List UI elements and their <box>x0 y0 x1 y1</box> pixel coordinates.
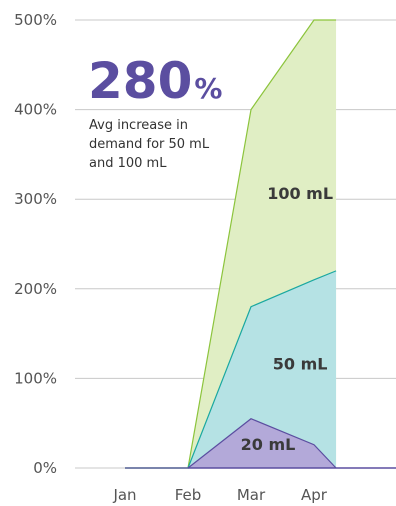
x-axis: Jan Feb Mar Apr <box>112 486 327 504</box>
stat-value: 280 <box>88 52 192 110</box>
series-labels: 20 mL 50 mL 100 mL <box>241 184 333 454</box>
x-tick-label: Jan <box>112 486 136 504</box>
stat-annotation: 280% Avg increase in demand for 50 mL an… <box>88 52 222 171</box>
svg-text:280%: 280% <box>88 52 222 110</box>
series-label-50-ml: 50 mL <box>273 354 328 373</box>
area-50-ml <box>125 270 337 468</box>
stat-caption-line-2: demand for 50 mL <box>89 137 210 152</box>
series-label-100-ml: 100 mL <box>267 184 333 203</box>
y-tick-label: 500% <box>14 11 57 29</box>
stat-unit: % <box>194 72 222 105</box>
series-label-20-ml: 20 mL <box>241 435 296 454</box>
y-tick-label: 100% <box>14 369 57 387</box>
y-tick-label: 300% <box>14 190 57 208</box>
area-series <box>125 19 396 469</box>
x-tick-label: Mar <box>237 486 266 504</box>
x-tick-label: Apr <box>301 486 328 504</box>
y-tick-label: 200% <box>14 280 57 298</box>
line-20-ml <box>125 418 337 469</box>
y-tick-label: 400% <box>14 101 57 119</box>
y-tick-label: 0% <box>33 459 57 477</box>
area-20-ml <box>125 418 337 468</box>
stat-caption-line-1: Avg increase in <box>89 118 188 133</box>
stat-caption-line-3: and 100 mL <box>89 156 167 171</box>
x-tick-label: Feb <box>175 486 202 504</box>
y-axis: 0% 100% 200% 300% 400% 500% <box>14 11 57 477</box>
